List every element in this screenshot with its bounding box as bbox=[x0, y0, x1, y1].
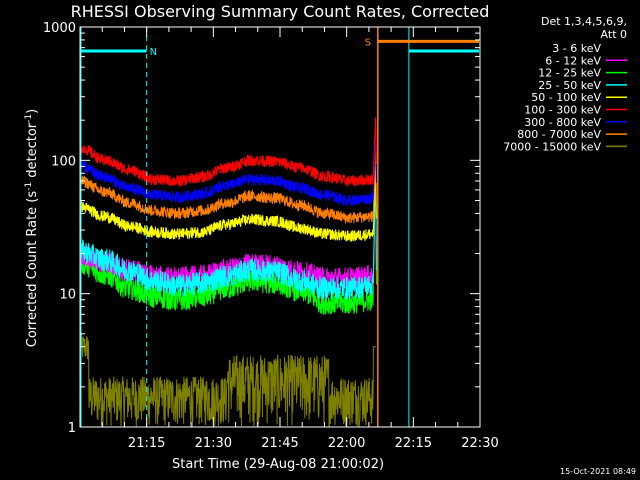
legend-entry-3: 25 - 50 keV bbox=[538, 79, 601, 92]
x-tick-label-0: 21:15 bbox=[128, 436, 165, 451]
x-tick-label-4: 22:15 bbox=[395, 436, 432, 451]
chart-title: RHESSI Observing Summary Count Rates, Co… bbox=[71, 2, 490, 21]
legend-entry-5: 100 - 300 keV bbox=[524, 104, 601, 117]
series-layer bbox=[79, 117, 377, 428]
series-line-2 bbox=[79, 166, 377, 315]
night-label: N bbox=[150, 47, 157, 58]
y-axis-label: Corrected Count Rate (s-1 detector-1) bbox=[24, 109, 40, 347]
legend-header-line2: Att 0 bbox=[601, 28, 627, 41]
series-line-5 bbox=[79, 117, 377, 187]
y-tick-label-3: 1000 bbox=[43, 21, 76, 36]
series-line-7 bbox=[79, 140, 377, 224]
legend-entry-2: 12 - 25 keV bbox=[538, 67, 601, 80]
series-line-8 bbox=[79, 333, 376, 428]
legend-entry-7: 800 - 7000 keV bbox=[517, 128, 601, 141]
timestamp: 15-Oct-2021 08:49 bbox=[560, 467, 636, 476]
x-axis-label: Start Time (29-Aug-08 21:00:02) bbox=[172, 457, 384, 472]
series-line-6 bbox=[79, 129, 377, 207]
x-tick-label-3: 22:00 bbox=[328, 436, 365, 451]
x-tick-label-2: 21:45 bbox=[261, 436, 298, 451]
legend-entry-4: 50 - 100 keV bbox=[531, 91, 601, 104]
legend-header-line1: Det 1,3,4,5,6,9, bbox=[541, 15, 627, 28]
y-tick-label-2: 100 bbox=[51, 154, 76, 169]
saa-label: S bbox=[365, 37, 371, 48]
y-tick-label-1: 10 bbox=[59, 288, 76, 303]
legend-entry-0: 3 - 6 keV bbox=[552, 42, 601, 55]
series-line-4 bbox=[79, 166, 377, 242]
y-tick-label-0: 1 bbox=[68, 421, 76, 436]
legend-entry-8: 7000 - 15000 keV bbox=[503, 140, 601, 153]
y-axis-ticks: 1 10 100 1000 bbox=[43, 21, 480, 436]
x-tick-label-5: 22:30 bbox=[461, 436, 498, 451]
legend-entry-6: 300 - 800 keV bbox=[524, 116, 601, 129]
legend-entry-1: 6 - 12 keV bbox=[545, 54, 601, 67]
series-line-3 bbox=[79, 166, 377, 300]
x-axis-ticks: 21:15 21:30 21:45 22:00 22:15 22:30 bbox=[101, 27, 499, 451]
region-layer: NS bbox=[80, 27, 481, 427]
x-tick-label-1: 21:30 bbox=[195, 436, 232, 451]
